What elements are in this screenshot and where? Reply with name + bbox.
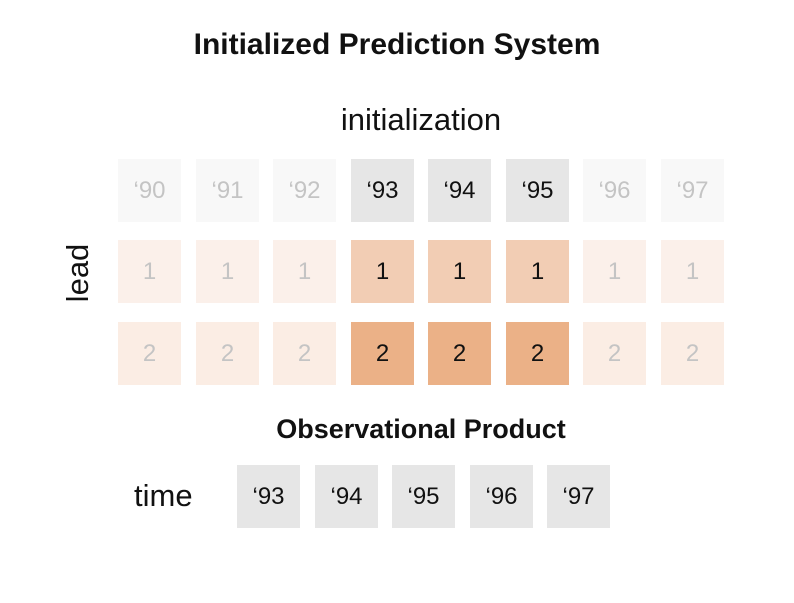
- lead-1-cell: 1: [428, 240, 491, 303]
- diagram-title: Initialized Prediction System: [193, 28, 601, 61]
- obs-year-cell: ‘95: [392, 465, 455, 528]
- time-axis-label: time: [134, 478, 193, 513]
- lead-1-cell: 1: [661, 240, 724, 303]
- lead-axis-label: lead: [60, 243, 95, 303]
- lead-2-cell: 2: [351, 322, 414, 385]
- init-year-cell: ‘90: [118, 159, 181, 222]
- lead-1-cell: 1: [583, 240, 646, 303]
- lead-1-cell: 1: [196, 240, 259, 303]
- lead-1-cell: 1: [118, 240, 181, 303]
- init-year-cell: ‘97: [661, 159, 724, 222]
- init-year-cell: ‘95: [506, 159, 569, 222]
- init-year-cell: ‘96: [583, 159, 646, 222]
- initialization-axis-label: initialization: [340, 102, 502, 137]
- lead-2-cell: 2: [428, 322, 491, 385]
- lead-2-cell: 2: [196, 322, 259, 385]
- observational-product-title: Observational Product: [276, 414, 566, 444]
- lead-2-cell: 2: [118, 322, 181, 385]
- lead-1-cell: 1: [273, 240, 336, 303]
- lead-2-cell: 2: [506, 322, 569, 385]
- obs-year-cell: ‘96: [470, 465, 533, 528]
- lead-1-cell: 1: [351, 240, 414, 303]
- init-year-cell: ‘92: [273, 159, 336, 222]
- obs-year-cell: ‘97: [547, 465, 610, 528]
- lead-2-cell: 2: [583, 322, 646, 385]
- init-year-cell: ‘91: [196, 159, 259, 222]
- lead-1-cell: 1: [506, 240, 569, 303]
- init-year-cell: ‘94: [428, 159, 491, 222]
- lead-2-cell: 2: [273, 322, 336, 385]
- lead-2-cell: 2: [661, 322, 724, 385]
- obs-year-cell: ‘94: [315, 465, 378, 528]
- obs-year-cell: ‘93: [237, 465, 300, 528]
- init-year-cell: ‘93: [351, 159, 414, 222]
